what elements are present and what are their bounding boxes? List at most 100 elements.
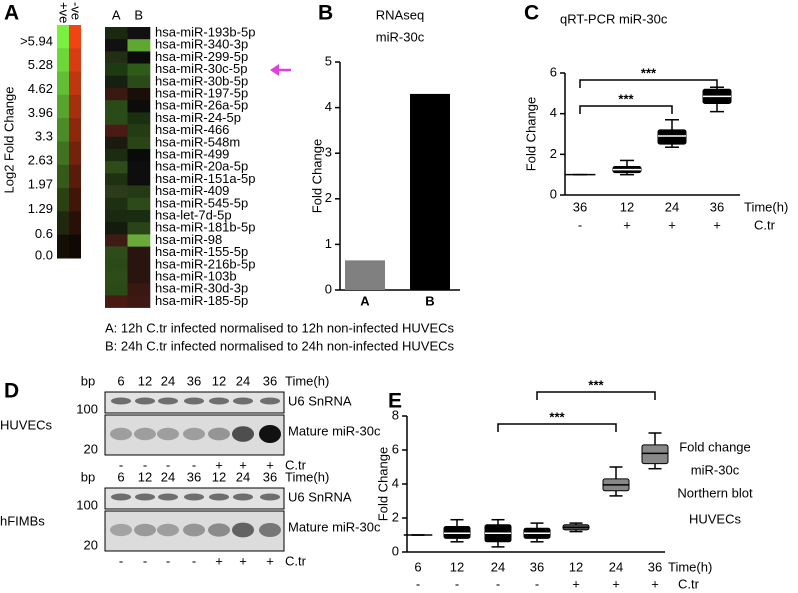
scale-swatch (57, 188, 69, 212)
condition-label: - (455, 576, 459, 591)
lane-condition: - (143, 457, 147, 472)
heatmap-cell (127, 197, 151, 211)
scale-swatch (69, 25, 81, 49)
heatmap-cell (127, 51, 151, 64)
scale-tick-label: 4.62 (28, 81, 53, 96)
panel-letter: B (318, 2, 333, 25)
lane-condition: - (143, 553, 147, 568)
cell-line: HUVECs (0, 417, 53, 432)
significance-bracket (579, 105, 673, 114)
y-tick-label: 4 (325, 99, 332, 114)
y-axis-label: Fold Change (375, 447, 390, 521)
condition-label: + (651, 576, 659, 591)
heatmap-cell (105, 258, 128, 272)
heatmap-cell (105, 88, 128, 101)
scale-tick-label: 0.0 (35, 247, 53, 262)
heatmap-cell (105, 27, 128, 40)
heatmap-column: A (112, 7, 121, 22)
bp-label: bp (81, 373, 95, 388)
x-tick-label: 24 (491, 559, 505, 574)
bar (345, 260, 385, 290)
heatmap-cell (105, 185, 128, 199)
mirna-label: hsa-miR-545-5p (155, 195, 248, 210)
lane-condition: - (192, 553, 196, 568)
lane-condition: - (119, 553, 123, 568)
condition-label: + (623, 217, 631, 232)
heatmap-cell (127, 246, 151, 260)
x-tick-label: 6 (414, 559, 421, 574)
heatmap-cell (105, 222, 128, 235)
heatmap-cell (127, 271, 151, 284)
mirna-label: hsa-miR-548m (155, 134, 240, 149)
heatmap-cell (127, 222, 151, 235)
blot-mirna (104, 510, 285, 552)
band (183, 523, 205, 537)
mirna-label: hsa-miR-197-5p (155, 86, 248, 101)
band-label: U6 SnRNA (288, 489, 352, 504)
side-text: Fold change (679, 439, 751, 454)
y-tick-label: 6 (550, 64, 557, 79)
marker: 20 (84, 441, 98, 456)
blot-mirna (104, 414, 285, 456)
scale-swatch (69, 234, 81, 259)
heatmap-cell (105, 283, 128, 296)
y-tick-label: 0 (550, 186, 557, 201)
lane-condition: - (119, 457, 123, 472)
mirna-label: hsa-miR-24-5p (155, 110, 241, 125)
heatmap-cell (105, 136, 128, 150)
heatmap-cell (105, 51, 128, 64)
marker: 100 (76, 401, 98, 416)
heatmap-cell (127, 39, 151, 52)
band (233, 397, 253, 405)
lane-time: 36 (263, 469, 277, 484)
band (158, 397, 178, 405)
chart-title: qRT-PCR miR-30c (560, 11, 668, 26)
condition-label: + (668, 217, 676, 232)
mirna-label: hsa-miR-103b (155, 269, 237, 284)
x-tick-label: 24 (665, 199, 679, 214)
heatmap-cell (105, 124, 128, 138)
scale-swatch (57, 71, 69, 96)
scale-column: -ve (69, 2, 84, 20)
y-axis-label: Fold Change (309, 139, 324, 213)
x-tick-label: A (360, 293, 370, 308)
row-label: C.tr (754, 217, 776, 232)
time-label: Time(h) (285, 469, 329, 484)
x-tick-label: 12 (620, 199, 634, 214)
band (259, 523, 281, 537)
scale-swatch (69, 211, 81, 236)
condition-label: C.tr (285, 457, 307, 472)
condition-label: + (713, 217, 721, 232)
heatmap-cell (127, 210, 151, 223)
mirna-label: hsa-miR-20a-5p (155, 159, 248, 174)
scale-column: +ve (57, 2, 72, 23)
band (135, 397, 155, 405)
significance: *** (641, 65, 657, 80)
side-text: miR-30c (691, 462, 740, 477)
condition-label: C.tr (285, 553, 307, 568)
scale-tick-label: 1.29 (28, 201, 53, 216)
highlight-arrow (270, 64, 291, 76)
band (260, 493, 280, 501)
heatmap-cell (127, 136, 151, 150)
x-tick-label: 36 (710, 199, 724, 214)
chart-title: RNAseq (376, 7, 424, 22)
band-label: U6 SnRNA (288, 393, 352, 408)
box (443, 526, 471, 539)
y-tick-label: 6 (392, 441, 399, 456)
scale-tick-label: 3.96 (28, 105, 53, 120)
heatmap-cell (127, 295, 151, 308)
time-label: Time(h) (285, 373, 329, 388)
heatmap-cell (127, 173, 151, 186)
panel-letter: E (388, 390, 402, 413)
band (208, 427, 230, 441)
mirna-label: hsa-miR-216b-5p (155, 256, 255, 271)
x-tick-label: B (425, 293, 434, 308)
lane-time: 12 (212, 469, 226, 484)
lane-condition: - (166, 457, 170, 472)
y-tick-label: 2 (392, 509, 399, 524)
band (157, 523, 179, 537)
x-tick-label: 36 (573, 199, 587, 214)
significance-bracket (579, 79, 718, 88)
heatmap-cell (105, 234, 128, 247)
